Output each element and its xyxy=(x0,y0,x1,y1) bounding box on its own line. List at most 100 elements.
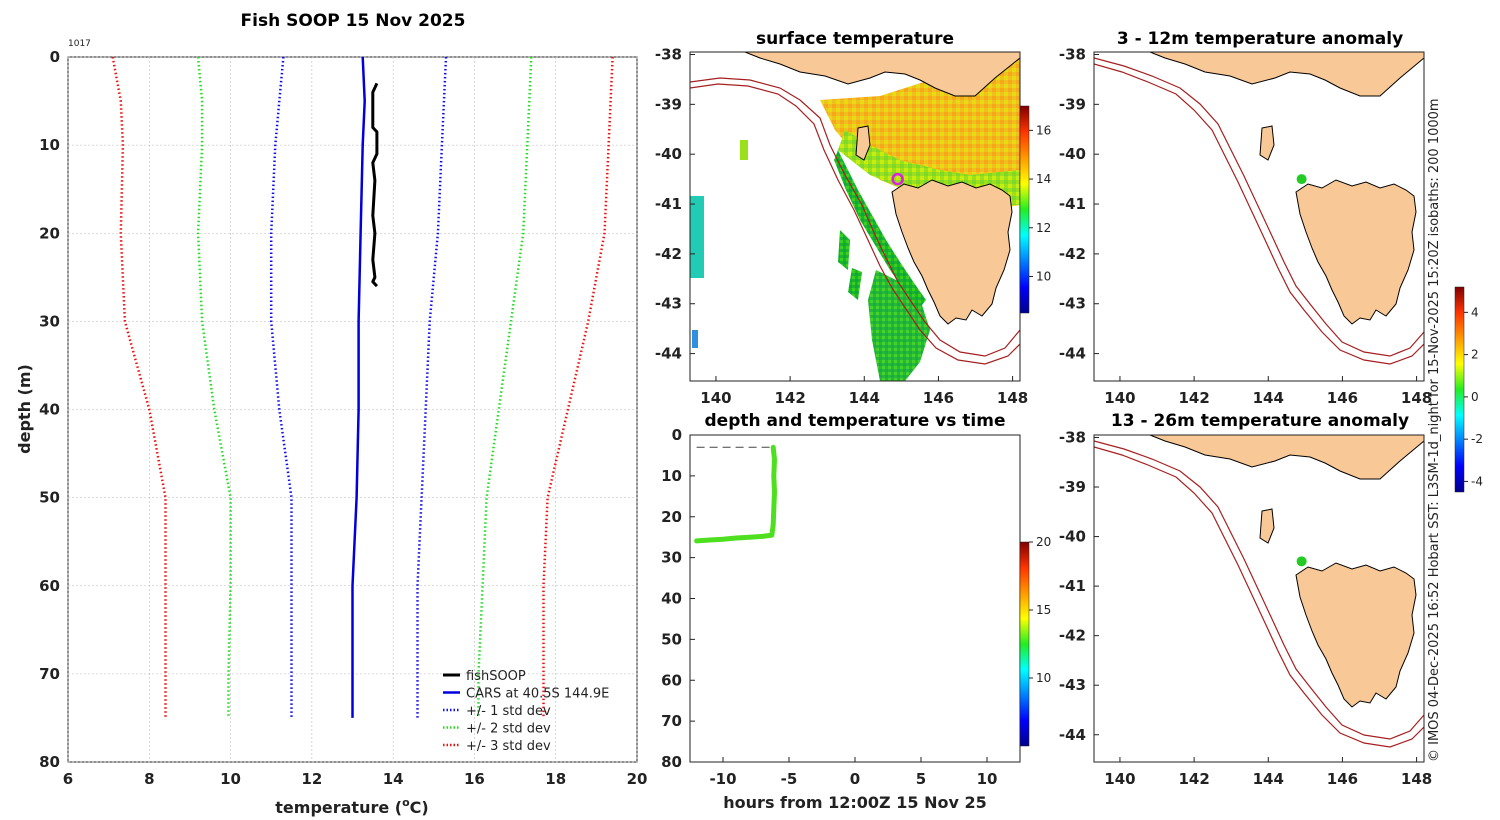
anomaly-2-frame xyxy=(1093,434,1425,763)
map-xtick-label: 146 xyxy=(1327,389,1358,407)
dt-ytick-label: 80 xyxy=(661,753,682,771)
map-xtick-label: 142 xyxy=(1178,770,1209,788)
map-ytick-label: -40 xyxy=(655,145,682,163)
profile-xtick-label: 6 xyxy=(63,770,73,788)
map-ytick-label: -44 xyxy=(655,345,682,363)
dt-xtick-label: 10 xyxy=(977,770,998,788)
anomaly-2-title: 13 - 26m temperature anomaly xyxy=(1111,411,1409,431)
legend-label: +/- 3 std dev xyxy=(466,739,551,754)
map-ytick-label: -40 xyxy=(1059,145,1086,163)
colorbar-tick-label: 16 xyxy=(1036,123,1051,137)
profile-series xyxy=(111,56,614,718)
profile-ticks: 6 8 10 12 14 16 18 20 0 10 20 30 40 50 60 70 80 xyxy=(39,48,647,788)
profile-xtick-label: 20 xyxy=(627,770,648,788)
map-ytick-label: -39 xyxy=(655,95,682,113)
profile-ylabel: depth (m) xyxy=(15,364,34,454)
colorbar-tick-label: 15 xyxy=(1036,603,1051,617)
sst-panel: surface temperature 140 142 144 146 148- xyxy=(655,29,1051,407)
colorbar-tick-label: 0 xyxy=(1471,390,1479,404)
map-ytick-label: -38 xyxy=(1059,45,1086,63)
legend-label: +/- 1 std dev xyxy=(466,704,551,719)
anomaly-1-map xyxy=(1094,52,1424,365)
map-xtick-label: 146 xyxy=(1327,770,1358,788)
profile-xtick-label: 18 xyxy=(545,770,566,788)
map-xtick-label: 144 xyxy=(1253,389,1284,407)
sst-title: surface temperature xyxy=(756,29,954,49)
profile-xlabel: temperature (oC) xyxy=(275,796,428,817)
colorbar-tick-label: 14 xyxy=(1036,172,1051,186)
legend-label: fishSOOP xyxy=(466,669,526,684)
map-ytick-label: -42 xyxy=(1059,627,1086,645)
profile-xtick-label: 14 xyxy=(383,770,404,788)
map-ytick-label: -41 xyxy=(1059,577,1086,595)
profile-ytick-label: 80 xyxy=(39,753,60,771)
profile-xtick-label: 10 xyxy=(220,770,241,788)
map-ytick-label: -43 xyxy=(1059,295,1086,313)
map-ytick-label: -43 xyxy=(655,295,682,313)
map-xtick-label: 140 xyxy=(1104,389,1135,407)
map-xtick-label: 148 xyxy=(1401,389,1432,407)
anomaly-colorbar-ticks: 4 2 0 -2 -4 xyxy=(1464,305,1483,488)
map-xtick-label: 140 xyxy=(1104,770,1135,788)
anomaly-1-frame xyxy=(1093,51,1425,382)
dt-track-line xyxy=(694,444,777,544)
anomaly-1-title: 3 - 12m temperature anomaly xyxy=(1117,29,1403,49)
map-ytick-label: -38 xyxy=(655,45,682,63)
map-xtick-label: 146 xyxy=(923,389,954,407)
sst-field xyxy=(690,52,1020,381)
profile-panel: Fish SOOP 15 Nov 2025 1017 6 8 10 12 14 16 18 2… xyxy=(15,11,647,817)
depth-time-panel: depth and temperature vs time -10 -5 0 5 10 0… xyxy=(661,411,1051,812)
map-xtick-label: 148 xyxy=(997,389,1028,407)
dt-xtick-label: -5 xyxy=(781,770,798,788)
anomaly-panel-2: 13 - 26m temperature anomaly 140 142 144 14… xyxy=(1059,411,1432,788)
anomaly-2-ticks: 140 142 144 146 148 -38 -39 -40 -41 -42 -43 -44 xyxy=(1059,428,1432,788)
map-ytick-label: -41 xyxy=(1059,195,1086,213)
depth-time-title: depth and temperature vs time xyxy=(705,411,1006,431)
map-ytick-label: -39 xyxy=(1059,478,1086,496)
sst-ticks: 140 142 144 146 148 -38 -39 -40 -41 -42 -43 -44 xyxy=(655,45,1028,407)
profile-title: Fish SOOP 15 Nov 2025 xyxy=(241,11,466,31)
colorbar-tick-label: 10 xyxy=(1036,269,1051,283)
profile-xtick-label: 16 xyxy=(464,770,485,788)
dt-xtick-label: 5 xyxy=(916,770,926,788)
anomaly-panel-1: 3 - 12m temperature anomaly 140 142 144 146… xyxy=(1059,29,1432,407)
depth-time-plot-area xyxy=(690,435,1020,762)
profile-ytick-label: 60 xyxy=(39,577,60,595)
depth-time-xlabel: hours from 12:00Z 15 Nov 25 xyxy=(723,793,986,812)
colorbar-tick-label: 10 xyxy=(1036,671,1051,685)
colorbar-tick-label: -2 xyxy=(1471,432,1483,446)
map-ytick-label: -41 xyxy=(655,195,682,213)
map-xtick-label: 144 xyxy=(849,389,880,407)
colorbar-tick-label: 12 xyxy=(1036,221,1051,235)
map-ytick-label: -42 xyxy=(655,245,682,263)
colorbar-tick-label: -4 xyxy=(1471,474,1483,488)
map-xtick-label: 140 xyxy=(700,389,731,407)
dt-ytick-label: 20 xyxy=(661,508,682,526)
map-ytick-label: -40 xyxy=(1059,528,1086,546)
side-credit-text: © IMOS 04-Dec-2025 16:52 Hobart SST: L3S… xyxy=(1427,98,1442,762)
profile-series-4 xyxy=(196,56,232,718)
profile-ytick-label: 70 xyxy=(39,665,60,683)
anomaly-2-map xyxy=(1094,435,1424,748)
map-xtick-label: 148 xyxy=(1401,770,1432,788)
map-xtick-label: 142 xyxy=(1178,389,1209,407)
anomaly-colorbar xyxy=(1454,286,1465,493)
dt-ytick-label: 60 xyxy=(661,671,682,689)
anomaly-1-ticks: 140 142 144 146 148 -38 -39 -40 -41 -42 -43 -44 xyxy=(1059,45,1432,407)
map-ytick-label: -44 xyxy=(1059,726,1086,744)
profile-ytick-label: 20 xyxy=(39,224,60,242)
profile-series-1 xyxy=(351,56,366,718)
dt-ytick-label: 50 xyxy=(661,630,682,648)
dt-ytick-label: 40 xyxy=(661,590,682,608)
map-xtick-label: 142 xyxy=(774,389,805,407)
profile-corner-label: 1017 xyxy=(68,39,91,49)
sst-colorbar xyxy=(1019,105,1030,314)
dt-xtick-label: -10 xyxy=(709,770,736,788)
map-ytick-label: -39 xyxy=(1059,95,1086,113)
dt-ytick-label: 10 xyxy=(661,467,682,485)
legend-label: CARS at 40.5S 144.9E xyxy=(466,687,609,702)
depth-time-ticks: -10 -5 0 5 10 0 10 20 30 40 50 60 70 80 xyxy=(661,426,997,788)
depth-time-colorbar xyxy=(1019,541,1030,747)
legend-label: +/- 2 std dev xyxy=(466,722,551,737)
